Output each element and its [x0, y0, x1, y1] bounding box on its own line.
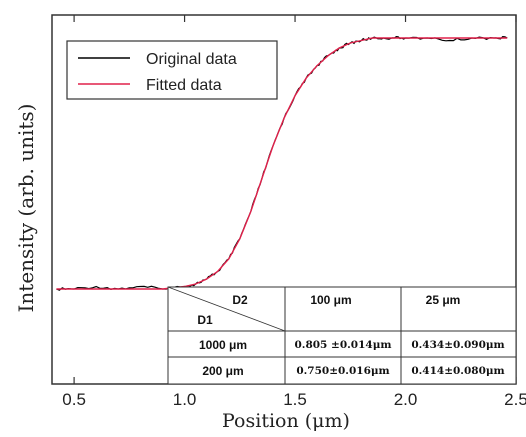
x-tick-label: 2.0: [394, 390, 418, 409]
table-row-label-1: 1000 μm: [199, 338, 247, 352]
table-corner-d2: D2: [232, 293, 248, 307]
x-axis-label: Position (μm): [222, 410, 350, 432]
table-row-label-2: 200 μm: [202, 364, 243, 378]
legend-label-fitted: Fitted data: [146, 77, 222, 94]
x-tick-labels: 0.5 1.0 1.5 2.0 2.5: [62, 390, 526, 409]
legend-box: [66, 40, 278, 100]
table-col-header-2: 25 μm: [426, 293, 461, 307]
table-corner-d1: D1: [197, 313, 213, 327]
x-tick-label: 1.0: [173, 390, 197, 409]
y-axis-label: Intensity (arb. units): [14, 104, 38, 313]
series-line-fitted: [56, 37, 508, 290]
x-tick-label: 1.5: [283, 390, 307, 409]
table-diagonal: [167, 286, 286, 332]
table-cell-1-2: 0.434±0.090μm: [411, 339, 504, 351]
x-tick-label: 0.5: [62, 390, 86, 409]
results-table: D2 D1 100 μm 25 μm 1000 μm 0.805 ±0.014μ…: [167, 286, 517, 385]
table-cell-2-1: 0.750±0.016μm: [296, 365, 389, 377]
legend-label-original: Original data: [146, 51, 237, 68]
series-group: [56, 35, 508, 291]
x-tick-label: 2.5: [504, 390, 526, 409]
table-cell-1-1: 0.805 ±0.014μm: [294, 339, 391, 351]
table-cell-2-2: 0.414±0.080μm: [411, 365, 504, 377]
table-bg: [167, 286, 517, 385]
legend: Original data Fitted data: [66, 40, 278, 100]
table-col-header-1: 100 μm: [310, 293, 351, 307]
